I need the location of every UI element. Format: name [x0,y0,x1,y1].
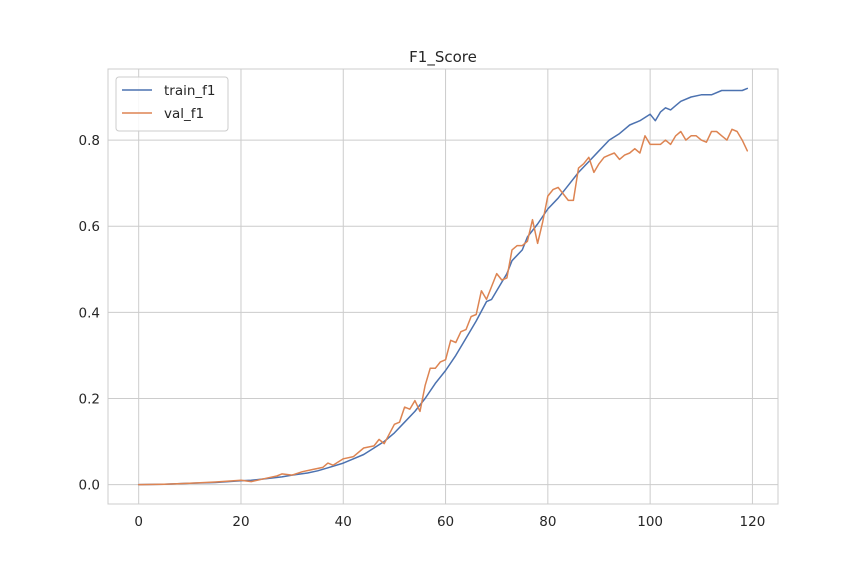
legend: train_f1 val_f1 [115,76,229,132]
y-tick-labels: 0.0 0.2 0.4 0.6 0.8 [79,133,100,494]
x-tick-label: 80 [539,514,556,530]
x-tick-label: 120 [740,514,766,530]
y-tick-label: 0.6 [79,219,100,235]
x-tick-label: 40 [335,514,352,530]
series-lines [137,87,749,486]
chart-title: F1_Score [409,48,477,67]
x-tick-label: 0 [134,514,143,530]
y-tick-label: 0.4 [79,305,100,321]
x-tick-label: 100 [637,514,663,530]
series-line-train-f1 [137,87,749,486]
x-gridlines [138,69,753,504]
series-line-val-f1 [137,128,749,486]
y-tick-label: 0.8 [79,133,100,149]
x-tick-labels: 0 20 40 60 80 100 120 [134,514,765,530]
legend-label-train-f1: train_f1 [164,83,216,99]
y-tick-label: 0.0 [79,478,100,494]
legend-label-val-f1: val_f1 [164,106,204,122]
x-tick-label: 20 [232,514,249,530]
x-tick-label: 60 [437,514,454,530]
y-tick-label: 0.2 [79,391,100,407]
